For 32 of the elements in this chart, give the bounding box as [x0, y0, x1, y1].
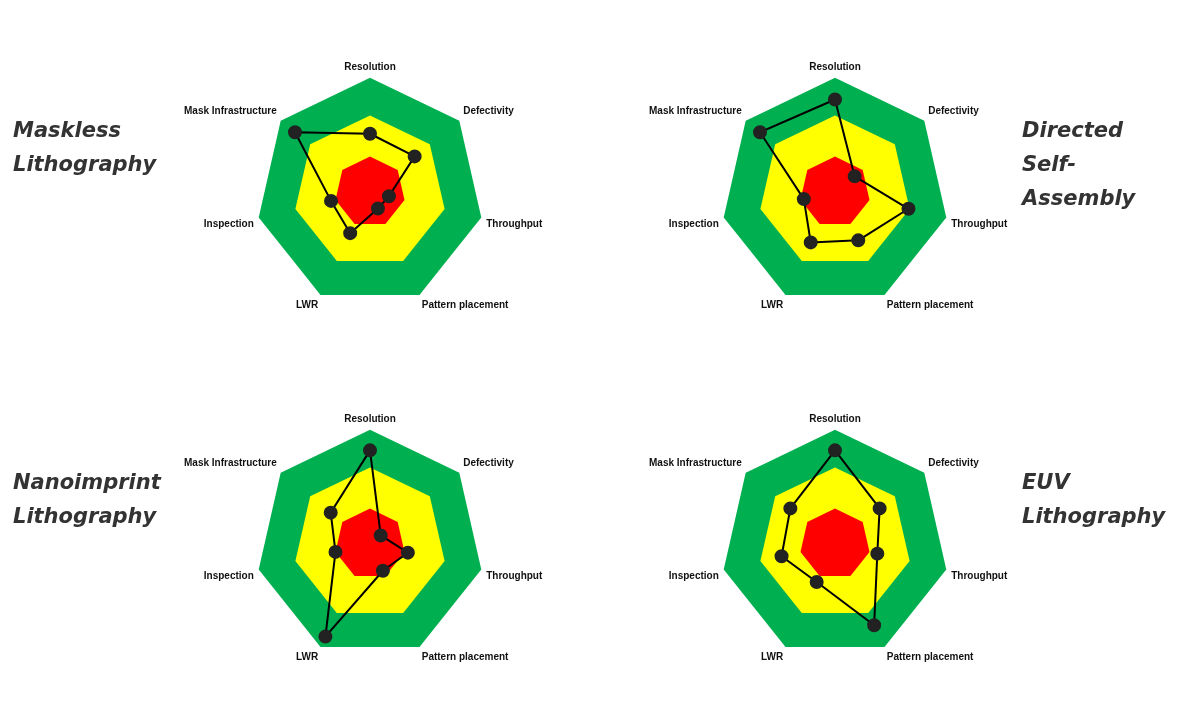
text: Directed Self-Assembly — [1022, 117, 1137, 212]
spoke-label: LWR — [761, 299, 785, 311]
spoke-label: Defectivity — [463, 105, 515, 117]
spoke-label: Resolution — [809, 412, 861, 424]
spoke-label: Inspection — [668, 570, 719, 582]
spoke-label: Pattern placement — [421, 299, 510, 311]
spoke-label: Resolution — [344, 60, 396, 72]
spoke-label: Mask Infrastructure — [649, 105, 743, 117]
spoke-label: LWR — [296, 299, 320, 311]
spoke-label: LWR — [296, 651, 320, 663]
spoke-label: Defectivity — [928, 457, 980, 469]
spoke-label: Throughput — [486, 570, 543, 582]
spoke-label: Inspection — [203, 570, 254, 582]
spoke-label: Resolution — [344, 412, 396, 424]
spoke-label: Mask Infrastructure — [184, 457, 278, 469]
spoke-label: Inspection — [203, 218, 254, 230]
spoke-label: Pattern placement — [421, 651, 510, 663]
text: EUV Lithography — [1022, 469, 1167, 530]
spoke-label: Resolution — [809, 60, 861, 72]
text: Maskless Lithography — [13, 117, 158, 178]
spoke-label: Mask Infrastructure — [649, 457, 743, 469]
spoke-label: LWR — [761, 651, 785, 663]
spoke-label: Pattern placement — [886, 651, 975, 663]
spoke-label: Inspection — [668, 218, 719, 230]
spoke-label: Defectivity — [463, 457, 515, 469]
spoke-label: Mask Infrastructure — [184, 105, 278, 117]
text: Nanoimprint Lithography — [13, 469, 163, 530]
spoke-label: Pattern placement — [886, 299, 975, 311]
spoke-label: Throughput — [951, 570, 1008, 582]
spoke-label: Throughput — [486, 218, 543, 230]
spoke-label: Throughput — [951, 218, 1008, 230]
spoke-label: Defectivity — [928, 105, 980, 117]
